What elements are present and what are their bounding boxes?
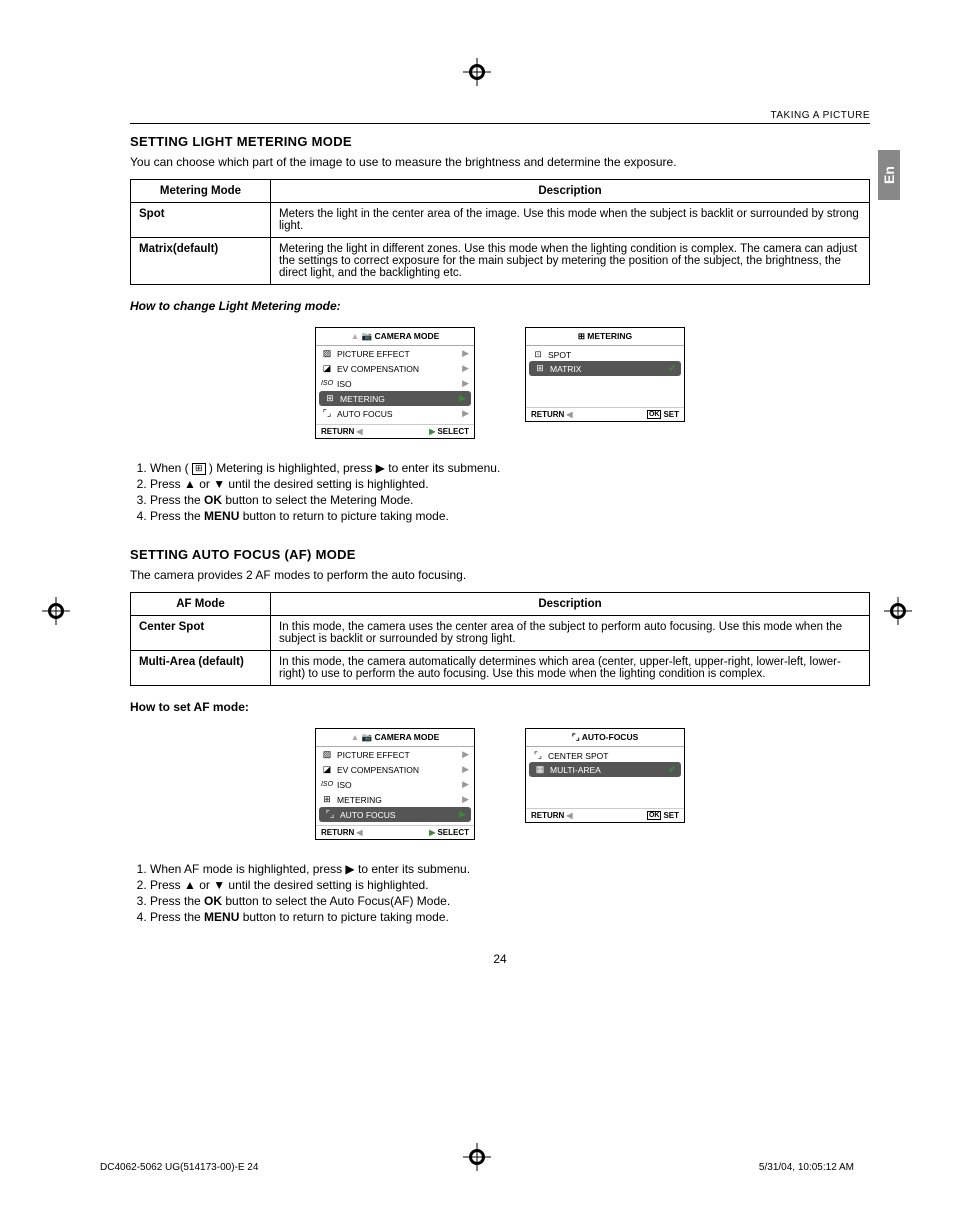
- table-cell-mode: Matrix(default): [131, 238, 271, 285]
- step: When AF mode is highlighted, press ▶ to …: [150, 862, 870, 876]
- page-content: TAKING A PICTURE En SETTING LIGHT METERI…: [130, 110, 870, 966]
- footer-right: 5/31/04, 10:05:12 AM: [759, 1162, 854, 1173]
- section2-menus: ▲ 📷 CAMERA MODE ▨PICTURE EFFECT▶ ◪EV COM…: [130, 728, 870, 840]
- autofocus-submenu: ⌜⌟ AUTO-FOCUS ⌜⌟CENTER SPOT ▦MULTI-AREA✔…: [525, 728, 685, 823]
- center-spot-icon: ⌜⌟: [532, 750, 544, 761]
- language-tab: En: [878, 150, 900, 200]
- table-cell-mode: Multi-Area (default): [131, 651, 271, 686]
- table-row: Center Spot In this mode, the camera use…: [131, 616, 870, 651]
- registration-mark-icon: [42, 597, 70, 625]
- menu-item[interactable]: ⊡SPOT: [526, 348, 684, 361]
- grid-icon: ⊞: [324, 393, 336, 404]
- camera-mode-menu: ▲ 📷 CAMERA MODE ▨PICTURE EFFECT▶ ◪EV COM…: [315, 327, 475, 439]
- brackets-icon: ⌜⌟: [324, 809, 336, 820]
- section2-intro: The camera provides 2 AF modes to perfor…: [130, 568, 870, 582]
- table-cell-desc: Metering the light in different zones. U…: [271, 238, 870, 285]
- hatch-icon: ▨: [321, 348, 333, 359]
- menu-footer: RETURN ◀ ▶ SELECT: [316, 424, 474, 438]
- registration-mark-icon: [463, 58, 491, 86]
- section1-steps: When ( ⊞ ) Metering is highlighted, pres…: [150, 461, 870, 523]
- metering-inline-icon: ⊞: [192, 463, 206, 475]
- menu-title: ⊞ METERING: [526, 328, 684, 346]
- menu-title: ⌜⌟ AUTO-FOCUS: [526, 729, 684, 747]
- menu-item-selected[interactable]: ▦MULTI-AREA✔: [529, 762, 681, 777]
- menu-title: ▲ 📷 CAMERA MODE: [316, 729, 474, 747]
- menu-item[interactable]: ⊞METERING▶: [316, 792, 474, 807]
- section2-steps: When AF mode is highlighted, press ▶ to …: [150, 862, 870, 924]
- multi-area-icon: ▦: [534, 764, 546, 775]
- print-footer: DC4062-5062 UG(514173-00)-E 24 5/31/04, …: [100, 1162, 854, 1173]
- menu-item[interactable]: ▨PICTURE EFFECT▶: [316, 747, 474, 762]
- step: Press ▲ or ▼ until the desired setting i…: [150, 878, 870, 892]
- step: Press the MENU button to return to pictu…: [150, 509, 870, 523]
- section2-title: SETTING AUTO FOCUS (AF) MODE: [130, 547, 870, 562]
- table-cell-mode: Spot: [131, 203, 271, 238]
- menu-item[interactable]: ◪EV COMPENSATION▶: [316, 361, 474, 376]
- page-number: 24: [130, 952, 870, 966]
- ok-icon: OK: [647, 410, 662, 419]
- table-header: AF Mode: [131, 593, 271, 616]
- menu-item[interactable]: ▨PICTURE EFFECT▶: [316, 346, 474, 361]
- header-breadcrumb: TAKING A PICTURE: [130, 110, 870, 124]
- menu-item-highlighted[interactable]: ⌜⌟AUTO FOCUS▶: [319, 807, 471, 822]
- grid-icon: ⊞: [534, 363, 546, 374]
- menu-item[interactable]: ◪EV COMPENSATION▶: [316, 762, 474, 777]
- brackets-icon: ⌜⌟: [321, 408, 333, 419]
- metering-table: Metering Mode Description Spot Meters th…: [130, 179, 870, 285]
- menu-item[interactable]: ISOISO▶: [316, 777, 474, 792]
- step: Press the MENU button to return to pictu…: [150, 910, 870, 924]
- metering-submenu: ⊞ METERING ⊡SPOT ⊞MATRIX✔ RETURN ◀ OK SE…: [525, 327, 685, 422]
- table-cell-desc: In this mode, the camera automatically d…: [271, 651, 870, 686]
- section1-menus: ▲ 📷 CAMERA MODE ▨PICTURE EFFECT▶ ◪EV COM…: [130, 327, 870, 439]
- section1-howto: How to change Light Metering mode:: [130, 299, 870, 313]
- camera-mode-menu-2: ▲ 📷 CAMERA MODE ▨PICTURE EFFECT▶ ◪EV COM…: [315, 728, 475, 840]
- ev-icon: ◪: [321, 764, 333, 775]
- menu-item[interactable]: ISOISO▶: [316, 376, 474, 391]
- menu-item[interactable]: ⌜⌟CENTER SPOT: [526, 749, 684, 762]
- ev-icon: ◪: [321, 363, 333, 374]
- table-header: Metering Mode: [131, 180, 271, 203]
- step: Press the OK button to select the Meteri…: [150, 493, 870, 507]
- table-header: Description: [271, 593, 870, 616]
- section1-intro: You can choose which part of the image t…: [130, 155, 870, 169]
- iso-icon: ISO: [321, 781, 333, 788]
- section1-title: SETTING LIGHT METERING MODE: [130, 134, 870, 149]
- menu-footer: RETURN ◀ OK SET: [526, 407, 684, 421]
- af-table: AF Mode Description Center Spot In this …: [130, 592, 870, 686]
- step: Press ▲ or ▼ until the desired setting i…: [150, 477, 870, 491]
- table-row: Spot Meters the light in the center area…: [131, 203, 870, 238]
- table-row: Multi-Area (default) In this mode, the c…: [131, 651, 870, 686]
- menu-item[interactable]: ⌜⌟AUTO FOCUS▶: [316, 406, 474, 421]
- spot-icon: ⊡: [532, 349, 544, 360]
- menu-item-selected[interactable]: ⊞MATRIX✔: [529, 361, 681, 376]
- table-cell-desc: Meters the light in the center area of t…: [271, 203, 870, 238]
- registration-mark-icon: [884, 597, 912, 625]
- menu-footer: RETURN ◀ ▶ SELECT: [316, 825, 474, 839]
- step: When ( ⊞ ) Metering is highlighted, pres…: [150, 461, 870, 475]
- step: Press the OK button to select the Auto F…: [150, 894, 870, 908]
- grid-icon: ⊞: [321, 794, 333, 805]
- menu-footer: RETURN ◀ OK SET: [526, 808, 684, 822]
- hatch-icon: ▨: [321, 749, 333, 760]
- iso-icon: ISO: [321, 380, 333, 387]
- table-row: Matrix(default) Metering the light in di…: [131, 238, 870, 285]
- menu-title: ▲ 📷 CAMERA MODE: [316, 328, 474, 346]
- ok-icon: OK: [647, 811, 662, 820]
- table-cell-mode: Center Spot: [131, 616, 271, 651]
- footer-left: DC4062-5062 UG(514173-00)-E 24: [100, 1162, 258, 1173]
- table-header: Description: [271, 180, 870, 203]
- section2-howto: How to set AF mode:: [130, 700, 870, 714]
- menu-item-highlighted[interactable]: ⊞METERING▶: [319, 391, 471, 406]
- table-cell-desc: In this mode, the camera uses the center…: [271, 616, 870, 651]
